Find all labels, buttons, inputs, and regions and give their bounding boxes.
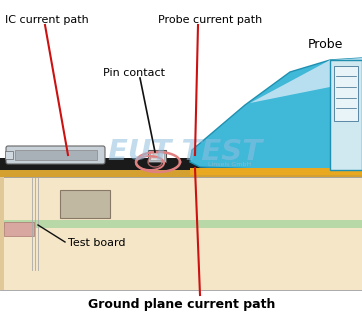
FancyBboxPatch shape bbox=[6, 146, 105, 164]
Text: Test board: Test board bbox=[68, 238, 126, 248]
Bar bbox=[5, 151, 13, 159]
Text: IC current path: IC current path bbox=[5, 15, 89, 25]
Text: Linseis GmbH: Linseis GmbH bbox=[209, 162, 252, 167]
Polygon shape bbox=[190, 58, 362, 172]
Bar bbox=[0, 177, 362, 290]
Bar bbox=[0, 177, 362, 290]
Bar bbox=[334, 66, 358, 121]
Bar bbox=[190, 168, 362, 175]
Bar bbox=[150, 152, 164, 160]
Bar bbox=[148, 150, 166, 162]
Bar bbox=[0, 158, 362, 170]
Text: Pin contact: Pin contact bbox=[103, 68, 165, 78]
Text: Probe: Probe bbox=[308, 38, 344, 51]
Bar bbox=[4, 222, 34, 236]
Text: Ground plane current path: Ground plane current path bbox=[88, 298, 275, 311]
Bar bbox=[0, 177, 4, 290]
Bar bbox=[0, 170, 362, 177]
Bar bbox=[15, 150, 97, 160]
Bar bbox=[60, 190, 110, 218]
Bar bbox=[0, 220, 362, 228]
Polygon shape bbox=[250, 58, 362, 103]
Bar bbox=[0, 290, 362, 316]
Bar bbox=[0, 0, 362, 158]
Bar bbox=[330, 60, 362, 170]
Text: EUT TEST: EUT TEST bbox=[108, 138, 262, 166]
Bar bbox=[153, 153, 159, 158]
Text: Probe current path: Probe current path bbox=[158, 15, 262, 25]
